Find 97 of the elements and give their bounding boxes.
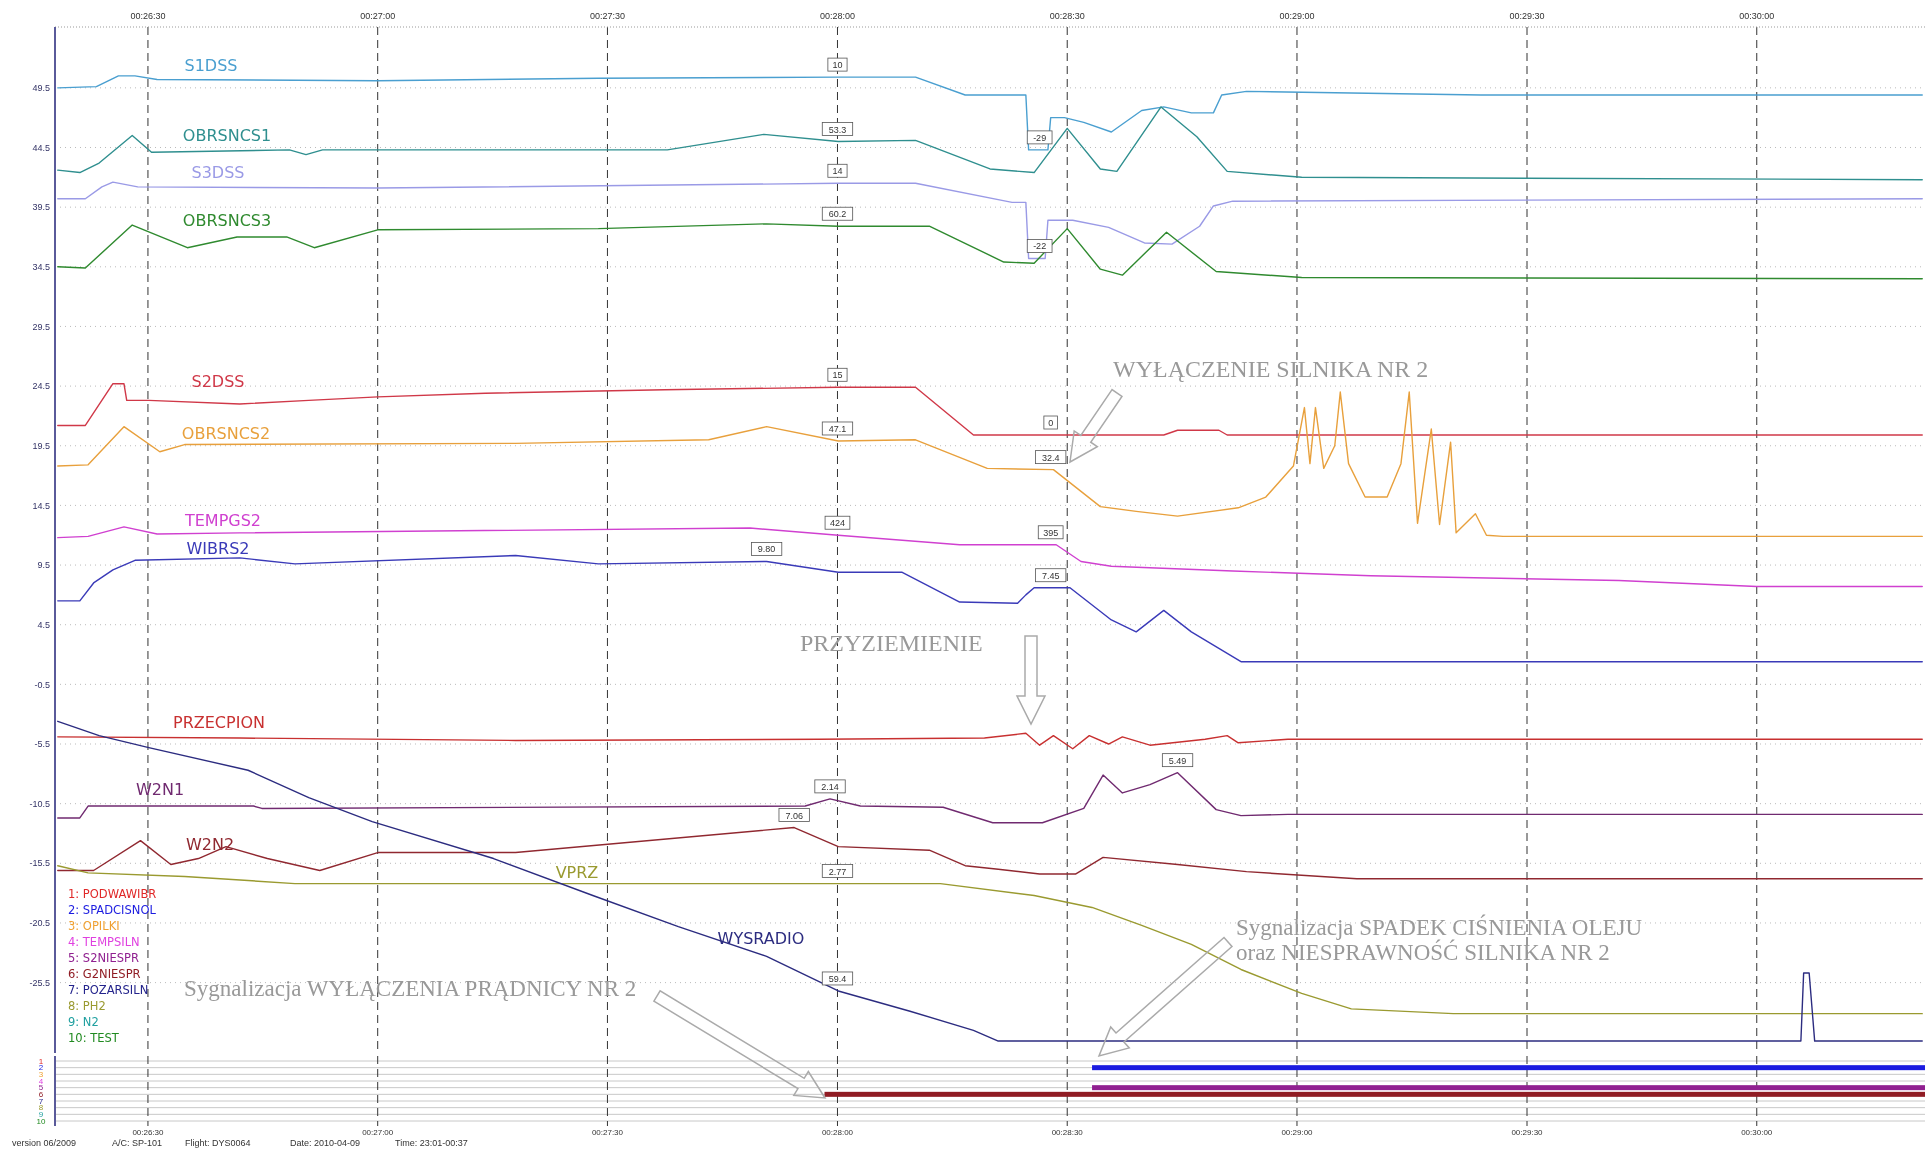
x-tick-label: 00:28:00	[821, 1128, 854, 1137]
annotation: -29	[1033, 132, 1047, 143]
annotation: 15	[832, 370, 843, 381]
y-tick-label: -25.5	[29, 977, 50, 988]
x-tick-label: 00:29:30	[1511, 1128, 1544, 1137]
series-label: TEMPGS2	[183, 511, 262, 530]
series-label: OBRSNCS2	[181, 424, 271, 443]
text: Flight: DYS0064	[185, 1138, 251, 1148]
text: version 06/2009	[12, 1138, 77, 1148]
y-tick-label: 24.5	[32, 381, 50, 392]
line-series	[57, 732, 1923, 750]
annotation: 47.1	[828, 423, 847, 434]
line-series	[57, 526, 1923, 588]
y-tick-label: 14.5	[32, 500, 50, 511]
annotation: 9.80	[757, 544, 776, 555]
series-label: OBRSNCS1	[182, 126, 272, 145]
text: 5: S2NIESPR	[68, 951, 139, 965]
legend-label: 1: PODWAWIBR	[68, 887, 157, 901]
series-label: VPRZ	[555, 863, 599, 882]
series-label: S1DSS	[184, 56, 238, 75]
x-tick-label: 00:27:30	[591, 1128, 624, 1137]
y-tick-label: 34.5	[32, 261, 50, 272]
y-tick-label: -0.5	[34, 679, 50, 690]
annotation: 14	[832, 166, 843, 177]
y-tick-label: 2	[38, 1063, 44, 1073]
line-series	[57, 75, 1923, 151]
series-label: PRZECPION	[173, 713, 265, 732]
x-tick-label: 00:27:00	[362, 1128, 394, 1137]
annotation: 10	[832, 60, 843, 71]
text: 2: SPADCISNOL	[68, 903, 157, 917]
legend-label: 9: N2	[68, 1015, 99, 1029]
annotation: 60.2	[828, 209, 847, 220]
line-series	[57, 106, 1923, 181]
y-tick-label: 5	[38, 1083, 44, 1093]
annotation: 59.4	[828, 973, 847, 984]
line-series	[57, 826, 1923, 880]
x-tick-label: 00:26:30	[130, 11, 166, 21]
annotation: Sygnalizacja WYŁĄCZENIA PRĄDNICY NR 2	[184, 976, 637, 1001]
legend-label: 3: OPILKI	[68, 919, 120, 933]
series-label: WIBRS2	[186, 539, 250, 558]
y-tick-label: -10.5	[29, 798, 50, 809]
line-series	[57, 181, 1923, 260]
x-tick-label: 00:27:30	[589, 11, 625, 21]
annotation: -22	[1033, 241, 1047, 252]
annotation: 2.14	[821, 781, 839, 792]
text: Time: 23:01-00:37	[395, 1138, 468, 1148]
y-tick-label: 19.5	[32, 440, 50, 451]
annotation: 53.3	[828, 124, 847, 135]
annotation: 32.4	[1041, 452, 1060, 463]
y-tick-label: -15.5	[29, 858, 50, 869]
series-label: S3DSS	[191, 163, 245, 182]
series-label: WYSRADIO	[717, 929, 805, 948]
x-tick-label: 00:29:00	[1281, 1128, 1314, 1137]
x-tick-label: 00:26:30	[132, 1128, 165, 1137]
series-label: OBRSNCS3	[182, 211, 272, 230]
y-tick-label: 39.5	[32, 202, 50, 213]
x-tick-label: 00:28:30	[1049, 11, 1085, 21]
annotation: 424	[829, 518, 845, 529]
y-tick-label: 44.5	[32, 142, 50, 153]
annotation: 7.45	[1041, 570, 1060, 581]
line-series	[57, 865, 1923, 1015]
x-tick-label: 00:28:00	[819, 11, 855, 21]
legend-label: 8: PH2	[68, 999, 106, 1013]
x-tick-label: 00:30:00	[1741, 1128, 1773, 1137]
series-label: S2DSS	[191, 372, 245, 391]
text: 6: G2NIESPR	[68, 967, 141, 981]
line-series	[57, 554, 1923, 663]
legend-label: 4: TEMPSILN	[68, 935, 140, 949]
annotation: PRZYZIEMIENIE	[800, 630, 983, 656]
annotation: 395	[1043, 527, 1059, 538]
legend-label: 10: TEST	[68, 1031, 120, 1045]
x-tick-label: 00:29:00	[1279, 11, 1315, 21]
series-label: W2N2	[185, 835, 235, 854]
y-tick-label: -5.5	[34, 739, 50, 750]
y-tick-label: 8	[38, 1103, 44, 1113]
annotation: 5.49	[1168, 755, 1187, 766]
annotation: 7.06	[785, 810, 803, 821]
legend-label: 7: POZARSILN	[68, 983, 149, 997]
text: Date: 2010-04-09	[290, 1138, 361, 1148]
line-series	[57, 771, 1923, 824]
y-tick-label: 1	[38, 1056, 44, 1066]
x-tick-label: 00:30:00	[1739, 11, 1775, 21]
x-tick-label: 00:28:30	[1051, 1128, 1084, 1137]
series-label: W2N1	[135, 780, 185, 799]
x-tick-label: 00:29:30	[1509, 11, 1545, 21]
y-tick-label: 49.5	[32, 82, 50, 93]
annotation: 2.77	[828, 866, 847, 877]
line-series	[57, 391, 1923, 538]
annotation: Sygnalizacja SPADEK CIŚNIENIA OLEJU oraz NIESPRAWNOŚĆ SILNIKA NR 2	[1236, 914, 1643, 966]
annotation: 0	[1048, 418, 1054, 429]
y-tick-label: 4.5	[37, 619, 50, 630]
y-tick-label: 9.5	[37, 560, 50, 571]
annotation: WYŁĄCZENIE SILNIKA NR 2	[1113, 356, 1429, 382]
text: A/C: SP-101	[112, 1138, 163, 1148]
y-tick-label: 29.5	[32, 321, 50, 332]
x-tick-label: 00:27:00	[360, 11, 396, 21]
y-tick-label: -20.5	[29, 918, 50, 929]
